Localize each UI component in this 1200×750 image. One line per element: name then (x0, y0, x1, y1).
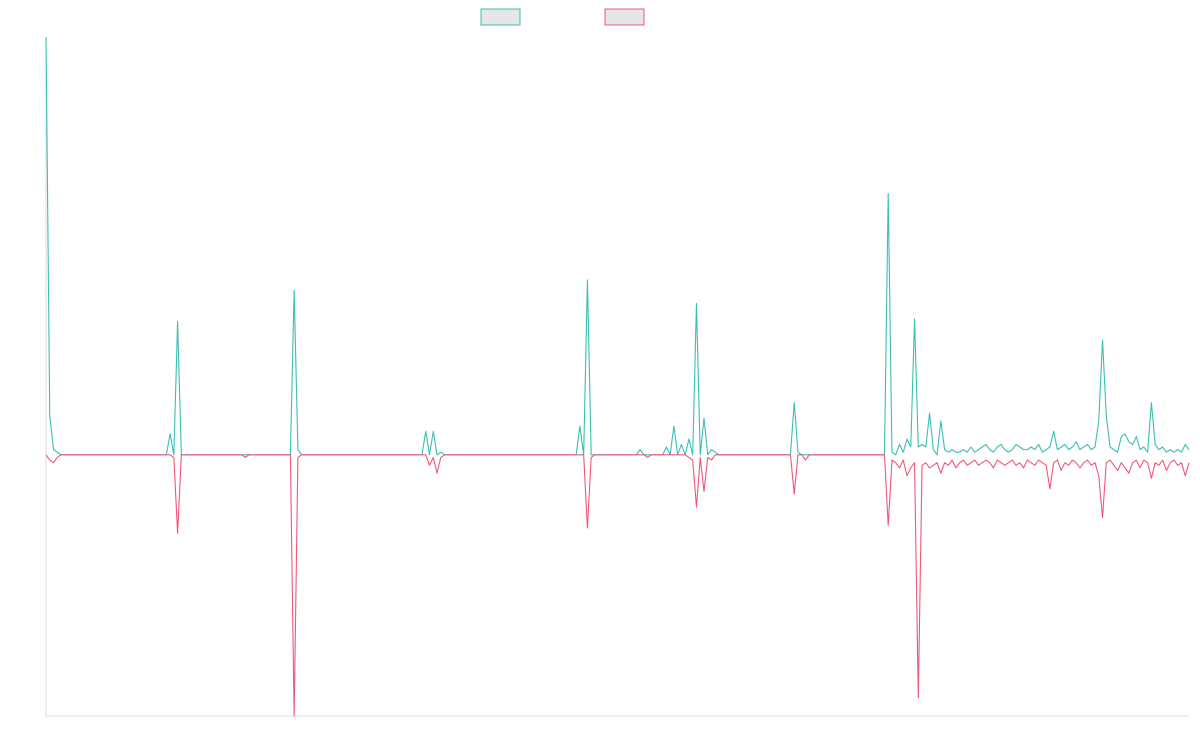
chart-axes (45, 37, 1189, 717)
legend (480, 8, 645, 26)
legend-swatch-series-1 (480, 8, 521, 26)
series-line-2 (45, 454, 1190, 717)
series-layer (45, 36, 1190, 717)
series-line-1 (45, 36, 1190, 456)
legend-swatch-series-2 (604, 8, 645, 26)
